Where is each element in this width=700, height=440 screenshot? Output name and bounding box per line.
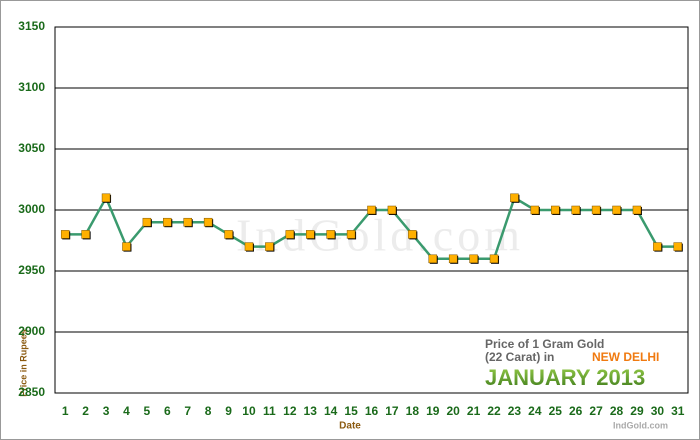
- marker: [469, 254, 478, 264]
- x-tick-label: 4: [123, 404, 130, 418]
- x-tick-label: 17: [385, 404, 399, 418]
- marker: [122, 242, 131, 251]
- x-tick-label: 8: [205, 404, 212, 418]
- marker: [448, 254, 458, 264]
- marker: [489, 254, 499, 264]
- x-tick-label: 13: [304, 404, 318, 418]
- marker: [428, 254, 438, 264]
- x-tick-label: 15: [344, 404, 358, 418]
- marker: [367, 205, 376, 215]
- y-tick-label: 3150: [18, 19, 45, 33]
- marker: [551, 205, 560, 215]
- x-tick-label: 16: [365, 404, 379, 418]
- x-tick-label: 27: [589, 404, 603, 418]
- x-tick-label: 28: [610, 404, 624, 418]
- x-tick-label: 24: [528, 404, 542, 418]
- marker: [530, 205, 540, 215]
- subtitle: (22 Carat) in: [485, 350, 554, 364]
- x-axis-label: Date: [339, 421, 361, 432]
- watermark: IndGold.com: [236, 210, 524, 261]
- period: JANUARY 2013: [485, 365, 645, 390]
- y-tick-label: 3000: [18, 202, 45, 216]
- x-tick-label: 26: [569, 404, 583, 418]
- y-tick-label: 2950: [18, 263, 45, 277]
- marker: [653, 242, 662, 251]
- source: IndGold.com: [613, 420, 668, 430]
- marker: [142, 217, 152, 227]
- y-tick-label: 3100: [18, 80, 45, 94]
- x-tick-label: 31: [671, 404, 685, 418]
- marker: [408, 230, 417, 239]
- marker: [60, 230, 70, 239]
- x-tick-label: 30: [651, 404, 665, 418]
- x-tick-label: 18: [406, 404, 420, 418]
- x-tick-label: 2: [82, 404, 89, 418]
- marker: [326, 230, 335, 239]
- x-tick-label: 3: [103, 404, 110, 418]
- x-tick-label: 20: [446, 404, 460, 418]
- marker: [183, 217, 192, 227]
- marker: [81, 230, 90, 239]
- marker: [673, 242, 683, 251]
- x-tick-label: 11: [263, 404, 276, 418]
- marker: [101, 193, 111, 203]
- y-tick-label: 3050: [18, 141, 45, 155]
- x-tick-label: 14: [324, 404, 338, 418]
- x-tick-label: 12: [283, 404, 297, 418]
- marker: [612, 205, 621, 215]
- marker: [632, 205, 642, 215]
- y-tick-label: 2900: [18, 324, 45, 338]
- marker: [224, 230, 233, 239]
- marker: [591, 205, 601, 215]
- marker: [346, 230, 356, 239]
- x-tick-label: 29: [630, 404, 644, 418]
- x-tick-label: 19: [426, 404, 440, 418]
- marker: [510, 193, 519, 203]
- title: Price of 1 Gram Gold: [485, 337, 604, 351]
- y-axis-label: Price in Rupees: [18, 329, 28, 397]
- y-tick-label: 2850: [18, 385, 45, 399]
- x-tick-label: 10: [242, 404, 256, 418]
- marker: [285, 230, 295, 239]
- x-tick-label: 23: [508, 404, 522, 418]
- marker: [305, 230, 315, 239]
- x-tick-label: 21: [467, 404, 481, 418]
- x-tick-label: 22: [487, 404, 501, 418]
- x-tick-label: 9: [225, 404, 232, 418]
- x-tick-label: 1: [62, 404, 69, 418]
- marker: [387, 205, 397, 215]
- x-tick-label: 7: [184, 404, 191, 418]
- x-tick-label: 25: [549, 404, 563, 418]
- x-tick-label: 5: [144, 404, 151, 418]
- marker: [244, 242, 254, 251]
- marker: [265, 242, 274, 251]
- city: NEW DELHI: [592, 350, 659, 364]
- marker: [203, 217, 213, 227]
- marker: [571, 205, 580, 215]
- marker: [163, 217, 172, 227]
- x-tick-label: 6: [164, 404, 171, 418]
